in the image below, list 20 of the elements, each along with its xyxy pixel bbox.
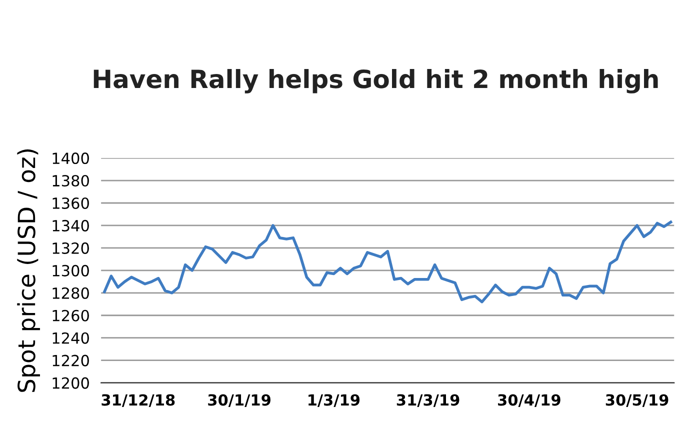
x-tick-label: 30/5/19: [606, 394, 668, 407]
line-series: [103, 220, 672, 304]
y-tick-label: 1400: [52, 152, 89, 164]
y-tick-label: 1200: [52, 377, 89, 389]
y-tick-label: 1300: [52, 264, 89, 276]
x-tick-label: 30/4/19: [498, 394, 560, 407]
y-tick-label: 1340: [52, 220, 89, 232]
y-tick-label: 1240: [52, 332, 89, 344]
y-axis-title: Spot price (USD / oz): [17, 149, 40, 392]
y-tick-label: 1260: [52, 310, 89, 322]
x-tick-label: 31/3/19: [396, 394, 460, 407]
x-tick-label: 31/12/18: [102, 394, 175, 407]
y-tick-label: 1220: [52, 354, 89, 366]
y-tick-label: 1360: [52, 197, 89, 210]
chart-title: Haven Rally helps Gold hit 2 month high: [94, 69, 658, 94]
y-tick-label: 1320: [52, 242, 89, 254]
y-tick-label: 1380: [52, 174, 89, 187]
x-tick-label: 1/3/19: [308, 394, 360, 407]
x-tick-label: 30/1/19: [208, 394, 270, 407]
y-tick-label: 1280: [52, 287, 89, 299]
